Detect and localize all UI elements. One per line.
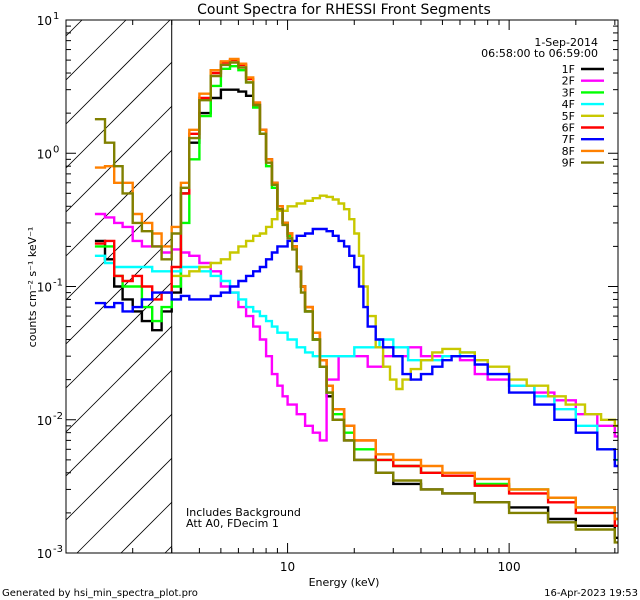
hatch-line — [66, 326, 172, 433]
series-line-5F — [171, 194, 618, 427]
legend-label-3F: 3F — [562, 86, 575, 99]
legend-label-9F: 9F — [562, 157, 575, 170]
hatch-line — [66, 238, 172, 345]
x-tick-labels: 10 100 — [280, 560, 521, 574]
y-axis-label: counts cm⁻² s⁻¹ keV⁻¹ — [26, 227, 39, 348]
hatch-line — [66, 194, 172, 301]
legend-label-1F: 1F — [562, 63, 575, 76]
x-tick-label: 10 — [280, 560, 295, 574]
hatch-line — [66, 370, 172, 477]
chart-title: Count Spectra for RHESSI Front Segments — [197, 2, 491, 18]
hatch-line — [66, 150, 172, 257]
hatch-line — [120, 502, 172, 553]
y-tick-label: 10 — [37, 547, 52, 561]
y-tick-label: 10 — [37, 414, 52, 428]
series-line-9F — [94, 61, 618, 544]
series-line-1F — [94, 88, 618, 539]
y-tick-exponent: -2 — [53, 411, 63, 422]
series-line-7F — [94, 227, 618, 468]
y-tick-exponent: -3 — [53, 544, 63, 555]
series-group — [94, 57, 618, 544]
legend-label-8F: 8F — [562, 145, 575, 158]
y-tick-exponent: 1 — [53, 11, 59, 22]
footer-generated-by: Generated by hsi_min_spectra_plot.pro — [2, 588, 198, 599]
legend-label-6F: 6F — [562, 122, 575, 135]
annotation-background: Includes Background — [186, 506, 301, 519]
y-tick-label: 10 — [37, 14, 52, 28]
legend-label-5F: 5F — [562, 110, 575, 123]
annotation-attenuator: Att A0, FDecim 1 — [186, 517, 279, 530]
hatch-line — [66, 20, 171, 125]
info-date: 1-Sep-2014 — [534, 36, 598, 49]
hatch-line — [66, 414, 172, 521]
legend-label-7F: 7F — [562, 133, 575, 146]
hatch-line — [66, 20, 83, 37]
hatch-line — [66, 62, 172, 169]
hatch-line — [66, 282, 172, 389]
y-tick-label: 10 — [37, 147, 52, 161]
excluded-region-hatch — [66, 20, 173, 553]
series-line-2F — [94, 212, 618, 442]
footer-timestamp: 16-Apr-2023 19:53 — [544, 588, 638, 599]
hatch-line — [66, 106, 172, 213]
axis-ticks — [66, 19, 618, 554]
x-axis-label: Energy (keV) — [309, 576, 380, 589]
hatch-line — [164, 546, 172, 553]
y-tick-exponent: -1 — [53, 278, 63, 289]
legend-label-2F: 2F — [562, 75, 575, 88]
y-tick-exponent: 0 — [53, 144, 59, 155]
info-time-range: 06:58:00 to 06:59:00 — [481, 47, 598, 60]
hatch-line — [76, 458, 172, 553]
x-tick-label: 100 — [498, 560, 521, 574]
legend-label-4F: 4F — [562, 98, 575, 111]
hatch-line — [66, 20, 127, 81]
y-tick-label: 10 — [37, 281, 52, 295]
